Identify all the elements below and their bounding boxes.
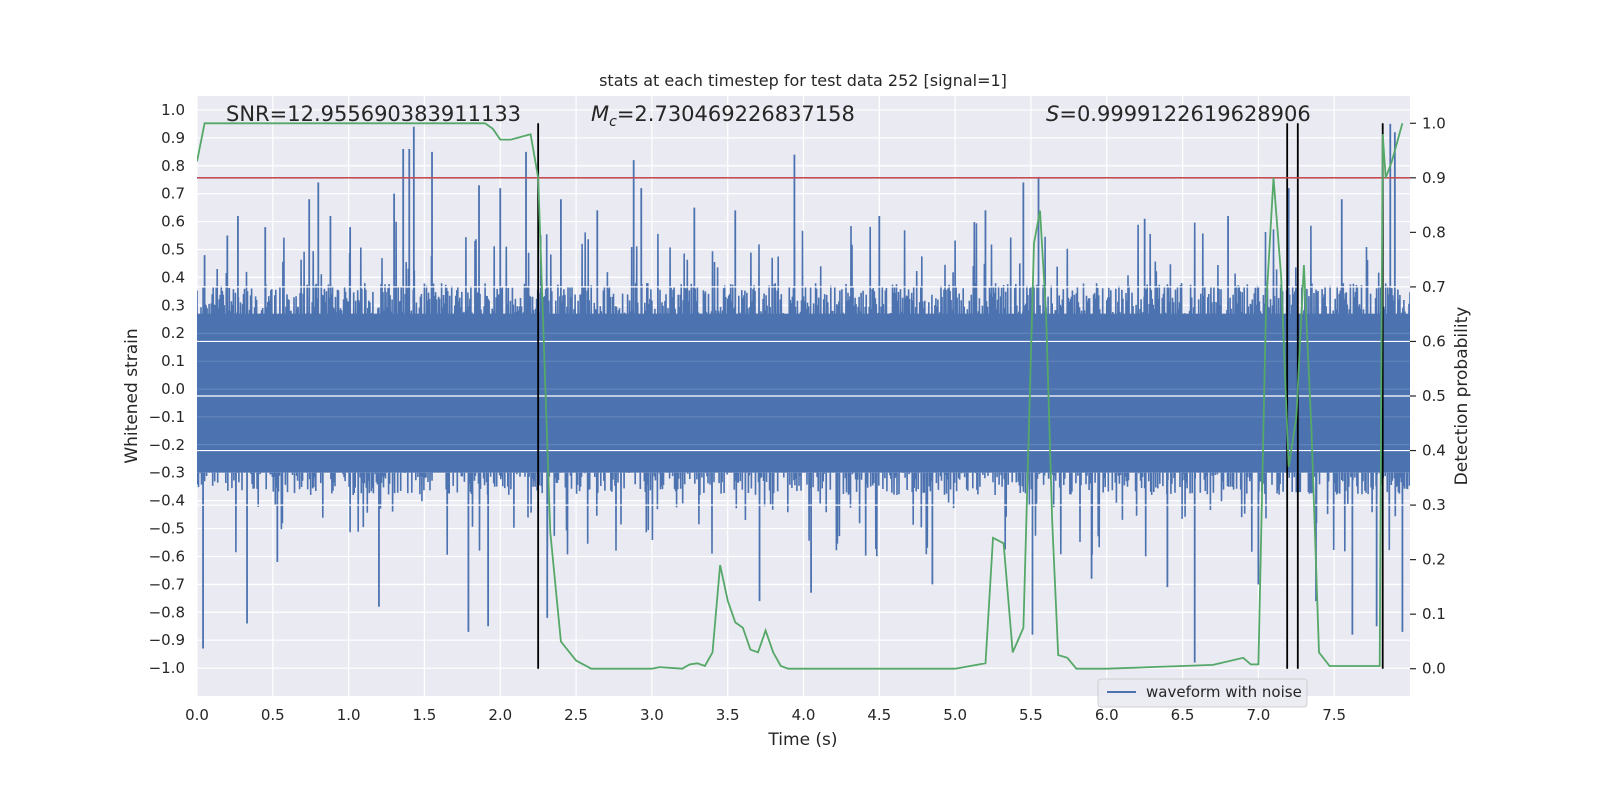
y-tick-label: 0.9: [161, 129, 185, 147]
y-tick-label: 0.7: [161, 185, 185, 203]
y-tick-label: 0.6: [161, 213, 185, 231]
x-tick-label: 2.5: [564, 706, 588, 724]
probability-series: [197, 122, 1410, 670]
x-tick-label: 0.0: [185, 706, 209, 724]
score-annotation: S=0.9999122619628906: [1046, 102, 1311, 126]
y2-tick-label: 0.7: [1422, 278, 1446, 296]
y2-tick-label: 0.2: [1422, 551, 1446, 569]
probability-line: [197, 122, 1404, 670]
x-tick-label: 4.0: [792, 706, 816, 724]
x-axis: 0.0 0.5 1.0 1.5 2.0 2.5 3.0 3.5 4.0 4.5 5.0 5.5 6.0 6…: [185, 706, 1346, 724]
y-tick-label: −0.7: [149, 575, 185, 593]
x-tick-label: 0.5: [261, 706, 285, 724]
x-tick-label: 6.0: [1095, 706, 1119, 724]
chart-title: stats at each timestep for test data 252…: [599, 71, 1007, 90]
y2-tick-label: 0.6: [1422, 332, 1446, 350]
waveform-trace: [197, 221, 1410, 557]
x-tick-label: 1.0: [337, 706, 361, 724]
legend: waveform with noise: [1097, 678, 1308, 708]
x-axis-label: Time (s): [767, 730, 837, 750]
score-value: =0.9999122619628906: [1059, 102, 1310, 126]
y2-tick-label: 0.4: [1422, 442, 1446, 460]
snr-annotation: SNR=12.955690383911133: [226, 102, 521, 126]
y-tick-label: −0.3: [149, 464, 185, 482]
y-tick-label: −0.5: [149, 520, 185, 538]
y-tick-label: −0.1: [149, 408, 185, 426]
x-tick-label: 5.5: [1019, 706, 1043, 724]
x-tick-label: 6.5: [1171, 706, 1195, 724]
chirp-mass-annotation: Mc=2.730469226837158: [591, 102, 855, 130]
y-tick-label: 1.0: [161, 101, 185, 119]
y2-tick-label: 0.5: [1422, 387, 1446, 405]
waveform-core: [197, 313, 1410, 473]
chirp-mass-subscript: c: [609, 114, 617, 130]
y-tick-label: 0.5: [161, 240, 185, 258]
y-tick-label: 0.3: [161, 296, 185, 314]
left-y-axis: −1.0 −0.9 −0.8 −0.7 −0.6 −0.5 −0.4 −0.3 −0.2 −0.1…: [149, 101, 185, 677]
y2-axis-label: Detection probability: [1452, 307, 1472, 486]
y-tick-label: 0.0: [161, 380, 185, 398]
y2-tick-label: 0.9: [1422, 169, 1446, 187]
y2-tick-label: 0.8: [1422, 223, 1446, 241]
legend-label-waveform: waveform with noise: [1146, 683, 1302, 701]
x-tick-label: 5.0: [943, 706, 967, 724]
y2-tick-label: 0.1: [1422, 605, 1446, 623]
y-tick-label: 0.1: [161, 352, 185, 370]
y2-tick-label: 0.3: [1422, 496, 1446, 514]
y-tick-label: 0.4: [161, 268, 185, 286]
x-tick-label: 2.0: [488, 706, 512, 724]
y-axis-label: Whitened strain: [122, 328, 142, 463]
x-tick-label: 1.5: [413, 706, 437, 724]
y-tick-label: −1.0: [149, 659, 185, 677]
x-tick-label: 7.5: [1322, 706, 1346, 724]
x-tick-label: 3.5: [716, 706, 740, 724]
x-tick-label: 3.0: [640, 706, 664, 724]
right-y-axis: 0.0 0.1 0.2 0.3 0.4 0.5 0.6 0.7 0.8 0.9 1.0: [1410, 114, 1446, 678]
score-symbol: S: [1046, 102, 1059, 126]
waveform-series: [197, 123, 1410, 663]
legend-box: [1097, 678, 1308, 708]
x-tick-label: 7.0: [1246, 706, 1270, 724]
y-tick-label: −0.6: [149, 547, 185, 565]
x-tick-label: 4.5: [867, 706, 891, 724]
y-tick-label: 0.2: [161, 324, 185, 342]
y2-tick-label: 0.0: [1422, 660, 1446, 678]
chirp-mass-value: =2.730469226837158: [617, 102, 855, 126]
y-tick-label: −0.4: [149, 492, 185, 510]
y-tick-label: 0.8: [161, 157, 185, 175]
chirp-mass-symbol: M: [591, 102, 609, 126]
y-tick-label: −0.8: [149, 603, 185, 621]
y2-tick-label: 1.0: [1422, 114, 1446, 132]
y-tick-label: −0.9: [149, 631, 185, 649]
y-tick-label: −0.2: [149, 436, 185, 454]
